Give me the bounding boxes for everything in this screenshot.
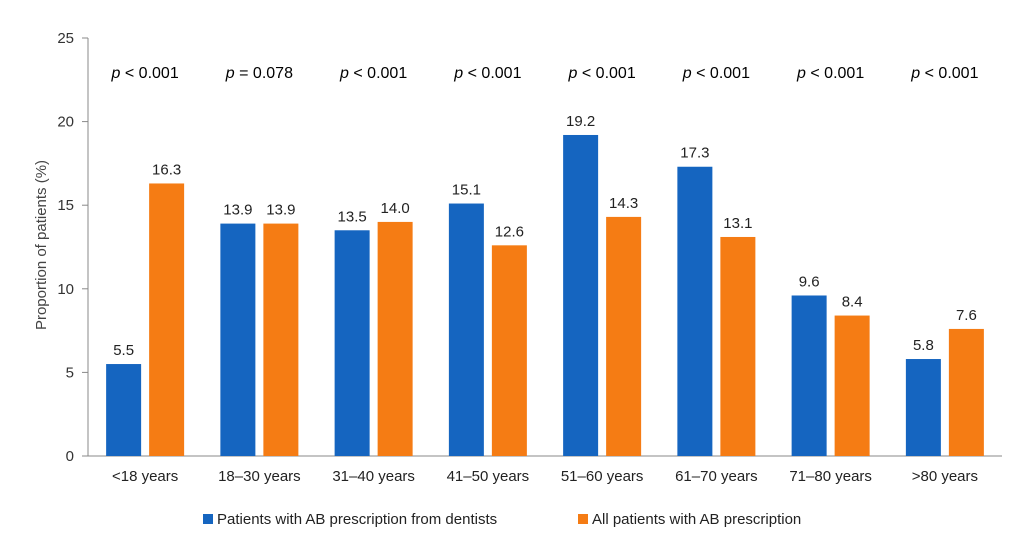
bar [905,359,941,456]
y-tick-label: 25 [57,30,74,47]
bar-value-label: 19.2 [566,113,595,130]
bar-value-label: 12.6 [495,223,524,240]
p-value-annotation: p < 0.001 [796,65,864,82]
x-tick-label: 31–40 years [332,468,415,485]
bar-value-label: 14.0 [381,200,410,217]
p-value-annotation: p < 0.001 [453,65,521,82]
bar [677,166,713,456]
bar-value-label: 5.5 [113,342,134,359]
bar-value-label: 8.4 [842,294,863,311]
legend-label: Patients with AB prescription from denti… [217,511,497,528]
legend-swatch [578,514,588,524]
axes: 0 5 10 15 20 25 <18 years 18–30 years 31–40 year… [57,30,1002,485]
bar [263,223,299,456]
p-value-annotation: p < 0.001 [910,65,978,82]
y-tick-label: 0 [66,448,74,465]
bar [606,216,642,456]
bar [448,203,484,456]
bar [377,221,413,456]
p-value-annotation: p < 0.001 [682,65,750,82]
bar-value-label: 17.3 [680,145,709,162]
bar [149,183,185,457]
x-tick-label: >80 years [912,468,978,485]
bar-value-label: 13.9 [223,202,252,219]
x-tick-label: 71–80 years [789,468,872,485]
y-tick-label: 15 [57,197,74,214]
x-tick-label: 61–70 years [675,468,758,485]
p-value-annotation: p < 0.001 [568,65,636,82]
bar-value-label: 5.8 [913,337,934,354]
bar-value-label: 15.1 [452,182,481,199]
p-value-annotations: p < 0.001 p = 0.078 p < 0.001 p < 0.001 p < … [111,65,979,82]
bar-value-label: 9.6 [799,273,820,290]
p-value-annotation: p = 0.078 [225,65,293,82]
bar [106,364,142,456]
bar-value-label: 13.9 [266,202,295,219]
y-tick-label: 20 [57,114,74,131]
p-value-annotation: p < 0.001 [111,65,179,82]
bar-value-label: 14.3 [609,195,638,212]
y-tick-label: 10 [57,281,74,298]
bar [220,223,256,456]
legend: Patients with AB prescription from denti… [203,511,801,528]
x-tick-label: 51–60 years [561,468,644,485]
bar-value-label: 13.1 [723,215,752,232]
x-tick-label: <18 years [112,468,178,485]
bar [791,295,827,456]
p-value-annotation: p < 0.001 [339,65,407,82]
bar-value-label: 13.5 [338,208,367,225]
bar [720,236,756,456]
bar [834,315,870,456]
bar [491,245,527,456]
y-axis-label: Proportion of patients (%) [33,160,50,330]
legend-swatch [203,514,213,524]
bar [334,230,370,456]
bar-value-label: 7.6 [956,307,977,324]
bar-value-label: 16.3 [152,161,181,178]
bars: 5.5 16.3 13.9 13.9 13.5 14.0 15.1 12.6 19.2 14.3 1… [106,113,984,457]
bar [563,134,599,456]
bar [948,328,984,456]
legend-label: All patients with AB prescription [592,511,801,528]
x-tick-label: 18–30 years [218,468,301,485]
y-tick-label: 5 [66,364,74,381]
x-tick-label: 41–50 years [447,468,530,485]
